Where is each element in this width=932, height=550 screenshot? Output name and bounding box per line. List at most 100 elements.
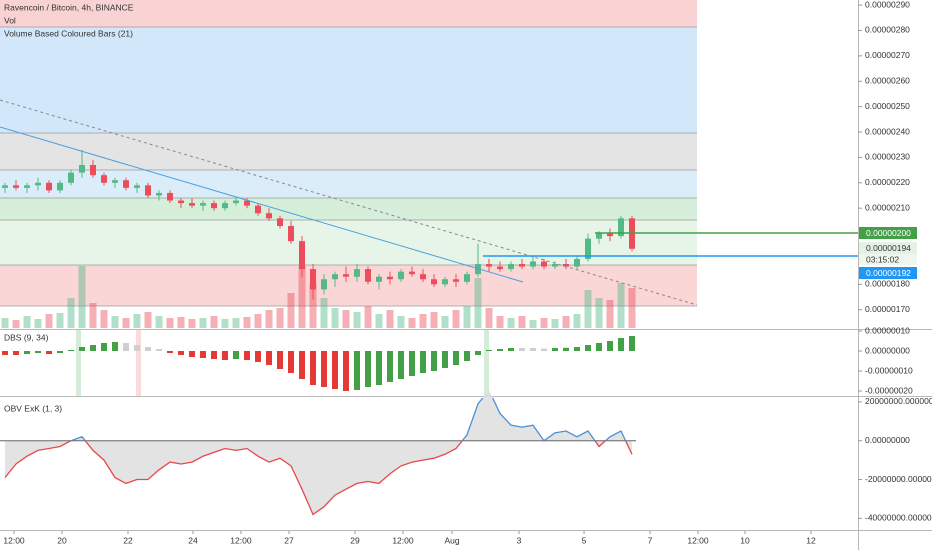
volume-bar (265, 310, 273, 328)
volume-bar (100, 310, 108, 328)
volume-bar (452, 310, 460, 328)
histogram-bar (452, 351, 459, 365)
x-tick-label: 24 (188, 535, 198, 545)
volume-bar (364, 306, 372, 328)
candle-body (353, 269, 360, 277)
price-labels: 0.00000200 0.00000194 03:15:02 0.0000019… (859, 227, 917, 279)
candle-body (45, 182, 52, 191)
y-tick-label: 0.00000220 (865, 177, 910, 187)
candle-body (276, 218, 283, 226)
histogram-bar (551, 348, 558, 351)
candle-body (507, 264, 514, 270)
volume-bar (243, 317, 251, 328)
volume-bar (540, 318, 548, 328)
indicator-label: Volume Based Coloured Bars (21) (4, 28, 133, 38)
histogram-bar (298, 351, 305, 379)
candle-body (188, 203, 195, 206)
candle-body (265, 213, 272, 219)
volume-bar (584, 290, 592, 328)
volume-bar (430, 312, 438, 328)
candle-body (320, 279, 327, 290)
y-tick-label: 0.00000290 (865, 0, 910, 9)
y-tick-label: 0.00000000 (865, 435, 910, 445)
histogram-bar (34, 351, 41, 353)
histogram-bar (243, 351, 250, 360)
candle-body (485, 264, 492, 267)
band (0, 220, 697, 265)
candle-body (584, 238, 591, 259)
trend-line (0, 126, 524, 283)
volume-bar (254, 314, 262, 328)
candle-body (595, 233, 602, 239)
candle-body (12, 185, 19, 188)
countdown-label: 03:15:02 (866, 254, 899, 264)
band (0, 27, 697, 133)
histogram-bar (617, 338, 624, 351)
histogram-bar (595, 343, 602, 351)
highlight (484, 330, 489, 396)
dbs-title: DBS (9, 34) (4, 332, 49, 342)
histogram-bar (320, 351, 327, 387)
histogram-bar (12, 351, 19, 355)
histogram-bar (276, 351, 283, 369)
histogram-bar (573, 347, 580, 351)
candle-body (331, 274, 338, 280)
volume-bar (276, 308, 284, 328)
histogram-bar (606, 341, 613, 351)
x-tick-label: 20 (57, 535, 67, 545)
histogram-bar (155, 349, 162, 351)
volume-bar (375, 314, 383, 328)
x-tick-label: Aug (444, 535, 459, 545)
obv-line (4, 440, 633, 516)
highlight (136, 330, 141, 396)
histogram-bar (463, 351, 470, 361)
dashed-trend-line (0, 99, 698, 306)
candle-body (298, 241, 305, 270)
candle-body (386, 276, 393, 280)
candle-body (67, 172, 74, 183)
volume-bar (1, 318, 9, 328)
histogram-bar (507, 348, 514, 351)
volume-bar (485, 308, 493, 328)
histogram-bar (364, 351, 371, 387)
candle-body (518, 264, 525, 267)
histogram-bar (441, 351, 448, 368)
histogram-bar (78, 347, 85, 351)
histogram-bar (210, 351, 217, 359)
price-label-box (859, 227, 917, 239)
histogram-bar (353, 351, 360, 390)
histogram-bar (342, 351, 349, 391)
histogram-bar (144, 347, 151, 351)
x-tick-label: 12:00 (3, 535, 25, 545)
volume-bar (474, 278, 482, 328)
candle-body (562, 264, 569, 267)
volume-bar (320, 298, 328, 328)
band (0, 133, 697, 170)
price-label-box (859, 254, 917, 265)
histogram-bar (56, 351, 63, 353)
obv-title: OBV ExK (1, 3) (4, 403, 62, 413)
volume-bar (606, 300, 614, 328)
volume-bar (419, 314, 427, 328)
y-tick-label: 0.00000250 (865, 101, 910, 111)
candle-body (78, 165, 85, 173)
volume-bar (353, 312, 361, 328)
y-tick-label: 0.00000240 (865, 126, 910, 136)
histogram-bar (584, 345, 591, 351)
y-tick-label: -0.00000010 (865, 365, 913, 375)
x-tick-label: 27 (284, 535, 294, 545)
candle-body (100, 175, 107, 183)
candle-body (23, 185, 30, 188)
x-tick-label: 12:00 (687, 535, 709, 545)
histogram-bar (287, 351, 294, 373)
candle-body (529, 261, 536, 267)
y-tick-label: 0.00000270 (865, 50, 910, 60)
x-tick-label: 22 (123, 535, 133, 545)
volume-bar (56, 313, 64, 328)
volume-bar (166, 318, 174, 328)
histogram-bar (430, 351, 437, 371)
histogram-bar (111, 342, 118, 351)
candle-body (540, 261, 547, 267)
y-tick-label: 0.00000280 (865, 25, 910, 35)
y-tick-label: -40000000.00000000 (865, 513, 932, 523)
